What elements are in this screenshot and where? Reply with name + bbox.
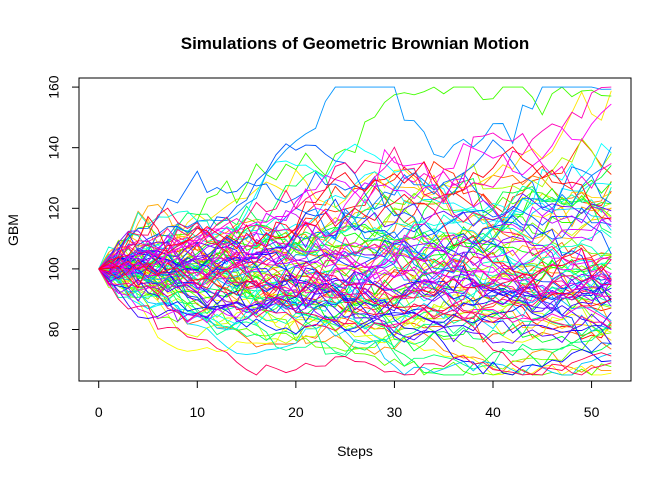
series-line bbox=[98, 244, 612, 314]
series-line bbox=[98, 132, 612, 270]
series-line bbox=[98, 268, 612, 342]
x-axis: 0 10 20 30 40 50 bbox=[95, 380, 600, 420]
series-line bbox=[98, 267, 612, 319]
series-line bbox=[98, 268, 612, 335]
series-line bbox=[98, 247, 612, 323]
series-line bbox=[98, 170, 612, 270]
series-line bbox=[98, 206, 612, 270]
y-tick-label: 140 bbox=[46, 136, 62, 160]
x-tick-label: 10 bbox=[189, 404, 205, 420]
series-line bbox=[98, 255, 612, 330]
x-tick-label: 50 bbox=[584, 404, 600, 420]
series-line bbox=[98, 227, 612, 282]
y-axis: 80 100 120 140 160 bbox=[46, 75, 80, 337]
y-axis-label: GBM bbox=[5, 214, 21, 246]
y-tick-label: 100 bbox=[46, 257, 62, 281]
series-line bbox=[98, 193, 612, 307]
series-line bbox=[98, 247, 612, 324]
series-line bbox=[98, 213, 612, 331]
y-tick-label: 160 bbox=[46, 75, 62, 99]
x-axis-label: Steps bbox=[337, 443, 373, 459]
x-tick-label: 20 bbox=[288, 404, 304, 420]
series-line bbox=[98, 268, 612, 323]
x-tick-label: 0 bbox=[95, 404, 103, 420]
series-line bbox=[98, 207, 612, 376]
series-line bbox=[98, 252, 612, 370]
series-line bbox=[98, 232, 612, 344]
series-line bbox=[98, 206, 612, 286]
series-line bbox=[98, 139, 612, 275]
series-lines bbox=[98, 86, 612, 376]
x-tick-label: 30 bbox=[387, 404, 403, 420]
series-line bbox=[98, 258, 612, 353]
series-line bbox=[98, 143, 612, 270]
series-line bbox=[98, 146, 612, 289]
series-line bbox=[98, 142, 612, 273]
series-line bbox=[98, 86, 612, 277]
y-tick-label: 120 bbox=[46, 196, 62, 220]
y-tick-label: 80 bbox=[46, 321, 62, 337]
series-line bbox=[98, 268, 612, 376]
series-line bbox=[98, 268, 612, 370]
series-line bbox=[98, 170, 612, 272]
series-line bbox=[98, 245, 612, 327]
series-line bbox=[98, 237, 612, 302]
series-line bbox=[98, 198, 612, 290]
series-line bbox=[98, 246, 612, 323]
series-line bbox=[98, 90, 612, 282]
series-line bbox=[98, 243, 612, 333]
series-line bbox=[98, 264, 612, 335]
series-line bbox=[98, 86, 612, 270]
series-line bbox=[98, 268, 612, 345]
chart-title: Simulations of Geometric Brownian Motion bbox=[181, 34, 530, 53]
series-line bbox=[98, 146, 612, 275]
series-line bbox=[98, 230, 612, 297]
x-tick-label: 40 bbox=[485, 404, 501, 420]
series-line bbox=[98, 258, 612, 376]
series-line bbox=[98, 252, 612, 356]
